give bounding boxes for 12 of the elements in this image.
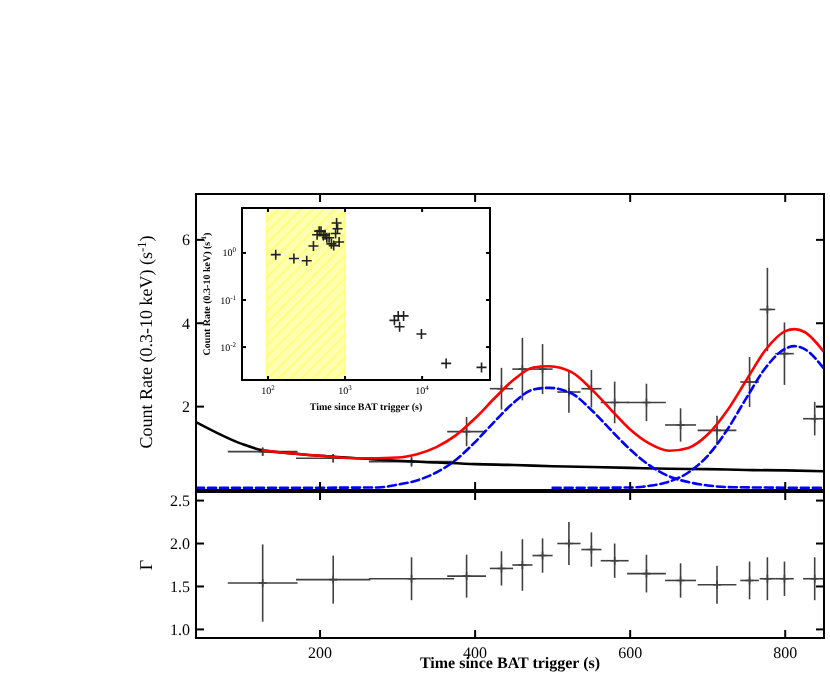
y-tick-label: 1.5 [170, 578, 190, 597]
y-tick-label: 1.0 [170, 621, 190, 640]
x-tick-label: 800 [773, 644, 798, 662]
y-tick-label: 6 [182, 231, 190, 250]
y-tick-label: 2.0 [170, 535, 190, 554]
x-axis-title: Time since BAT trigger (s) [419, 654, 601, 672]
y-tick-label: 2 [182, 398, 190, 417]
y-tick-label: 4 [182, 314, 190, 333]
y-tick-label: 2.5 [170, 492, 190, 511]
x-tick-label: 200 [308, 644, 333, 662]
x-tick-label: 600 [618, 644, 643, 662]
y-axis-title: Γ [136, 559, 156, 571]
